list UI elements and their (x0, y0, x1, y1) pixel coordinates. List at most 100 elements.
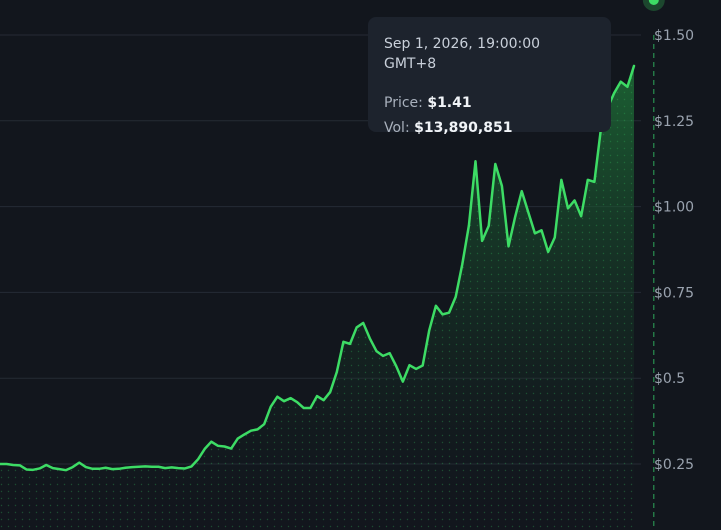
data-point[interactable] (506, 243, 512, 249)
data-point[interactable] (301, 405, 307, 411)
data-point[interactable] (539, 227, 545, 233)
data-point[interactable] (248, 428, 254, 434)
data-point[interactable] (202, 446, 208, 452)
data-point[interactable] (50, 465, 56, 471)
data-point[interactable] (373, 348, 379, 354)
data-point[interactable] (552, 234, 558, 240)
data-point[interactable] (512, 214, 518, 220)
data-point[interactable] (169, 464, 175, 470)
data-point[interactable] (274, 394, 280, 400)
data-point[interactable] (380, 353, 386, 359)
data-point[interactable] (288, 395, 294, 401)
data-point[interactable] (281, 398, 287, 404)
data-point[interactable] (354, 324, 360, 330)
data-point[interactable] (400, 379, 406, 385)
data-point[interactable] (43, 462, 49, 468)
data-point[interactable] (327, 389, 333, 395)
data-point[interactable] (499, 183, 505, 189)
data-point[interactable] (156, 464, 162, 470)
data-point[interactable] (37, 465, 43, 471)
data-point[interactable] (255, 426, 261, 432)
data-point[interactable] (591, 179, 597, 185)
data-point[interactable] (222, 443, 228, 449)
data-point[interactable] (129, 464, 135, 470)
data-point[interactable] (618, 79, 624, 85)
data-point[interactable] (314, 393, 320, 399)
data-point[interactable] (433, 303, 439, 309)
data-point[interactable] (215, 443, 221, 449)
price-tooltip: Sep 1, 2026, 19:00:00 GMT+8 Price: $1.41… (368, 17, 611, 136)
data-point[interactable] (96, 466, 102, 472)
data-point[interactable] (83, 464, 89, 470)
data-point[interactable] (453, 294, 459, 300)
data-point[interactable] (459, 261, 465, 267)
data-point[interactable] (30, 467, 36, 473)
data-point[interactable] (367, 335, 373, 341)
data-point[interactable] (103, 465, 109, 471)
data-point[interactable] (189, 463, 195, 469)
data-point[interactable] (241, 431, 247, 437)
data-point[interactable] (294, 399, 300, 405)
data-point[interactable] (23, 466, 29, 472)
data-point[interactable] (109, 466, 115, 472)
data-point[interactable] (406, 362, 412, 368)
data-point[interactable] (446, 310, 452, 316)
data-point[interactable] (17, 462, 23, 468)
data-point[interactable] (175, 465, 181, 471)
tooltip-price-value: $1.41 (427, 95, 472, 111)
data-point[interactable] (56, 466, 62, 472)
data-point[interactable] (116, 466, 122, 472)
data-point[interactable] (492, 161, 498, 167)
data-point[interactable] (572, 197, 578, 203)
data-point[interactable] (4, 461, 10, 467)
data-point[interactable] (63, 467, 69, 473)
data-point[interactable] (393, 363, 399, 369)
data-point[interactable] (136, 464, 142, 470)
data-point[interactable] (558, 177, 564, 183)
data-point[interactable] (631, 63, 637, 69)
highlight-point[interactable] (648, 0, 659, 5)
data-point[interactable] (532, 230, 538, 236)
data-point[interactable] (466, 222, 472, 228)
data-point[interactable] (235, 436, 241, 442)
data-point[interactable] (70, 464, 76, 470)
data-point[interactable] (89, 466, 95, 472)
data-point[interactable] (208, 439, 214, 445)
data-point[interactable] (439, 311, 445, 317)
data-point[interactable] (142, 463, 148, 469)
data-point[interactable] (122, 465, 128, 471)
data-point[interactable] (611, 90, 617, 96)
data-point[interactable] (624, 84, 630, 90)
data-point[interactable] (420, 363, 426, 369)
data-point[interactable] (479, 238, 485, 244)
price-area (0, 65, 634, 530)
data-point[interactable] (413, 366, 419, 372)
data-point[interactable] (334, 369, 340, 375)
data-point[interactable] (473, 158, 479, 164)
data-point[interactable] (268, 404, 274, 410)
data-point[interactable] (347, 341, 353, 347)
data-point[interactable] (545, 249, 551, 255)
data-point[interactable] (387, 350, 393, 356)
data-point[interactable] (340, 339, 346, 345)
data-point[interactable] (585, 177, 591, 183)
data-point[interactable] (565, 205, 571, 211)
data-point[interactable] (149, 464, 155, 470)
data-point[interactable] (10, 462, 16, 468)
data-point[interactable] (321, 397, 327, 403)
data-point[interactable] (228, 446, 234, 452)
data-point[interactable] (578, 213, 584, 219)
data-point[interactable] (162, 465, 168, 471)
data-point[interactable] (525, 209, 531, 215)
data-point[interactable] (195, 456, 201, 462)
data-point[interactable] (307, 405, 313, 411)
data-point[interactable] (426, 327, 432, 333)
data-point[interactable] (486, 223, 492, 229)
data-point[interactable] (519, 188, 525, 194)
data-point[interactable] (360, 320, 366, 326)
data-point[interactable] (261, 421, 267, 427)
data-point[interactable] (182, 465, 188, 471)
data-point[interactable] (76, 460, 82, 466)
